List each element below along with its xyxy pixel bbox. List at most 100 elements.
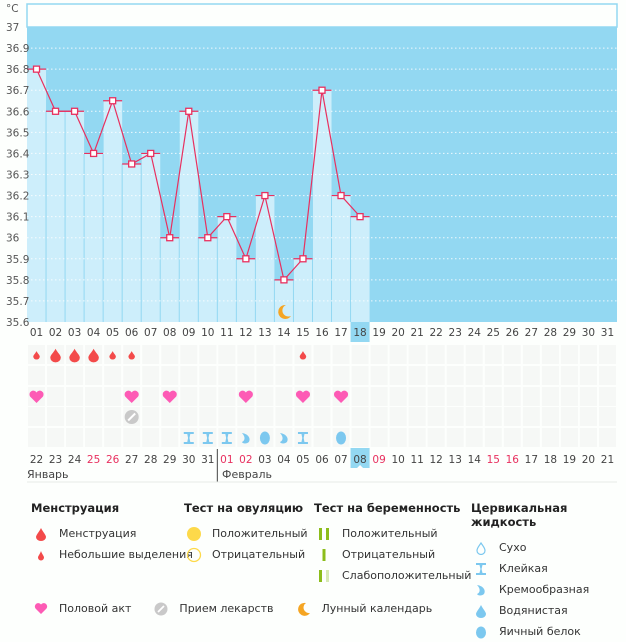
- blood-drop-icon: [88, 348, 99, 363]
- row-cell: [199, 387, 217, 406]
- row-cell: [104, 366, 122, 385]
- date-label: 21: [601, 454, 614, 466]
- x-tick-label: 09: [182, 327, 195, 339]
- row-cell: [256, 366, 274, 385]
- legend-item: Отрицательный: [314, 544, 471, 565]
- data-point: [32, 65, 41, 73]
- sticky-icon: [471, 562, 491, 576]
- legend-title: Цервикальная жидкость: [471, 501, 568, 529]
- row-cell: [142, 428, 160, 447]
- temperature-bar: [350, 216, 370, 322]
- date-label: 06: [315, 454, 329, 466]
- row-cell: [28, 407, 46, 426]
- row-cell: [275, 366, 293, 385]
- date-label: 14: [468, 454, 482, 466]
- row-cell: [313, 345, 331, 364]
- x-tick-label: 18: [353, 327, 366, 339]
- row-cell: [446, 428, 464, 447]
- row-cell: [123, 428, 141, 447]
- row-cell: [427, 428, 445, 447]
- row-cell: [180, 345, 198, 364]
- temperature-bar: [103, 100, 123, 322]
- y-tick-label: 37: [6, 22, 19, 34]
- row-cell: [560, 345, 578, 364]
- temperature-bar: [179, 111, 199, 323]
- x-tick-label: 26: [506, 327, 520, 339]
- x-tick-label: 30: [582, 327, 595, 339]
- date-label: 04: [277, 454, 291, 466]
- x-tick-label: 23: [449, 327, 462, 339]
- date-label: 07: [334, 454, 347, 466]
- x-tick-label: 17: [334, 327, 347, 339]
- date-label: 17: [525, 454, 538, 466]
- data-point: [70, 107, 79, 115]
- current-date-pointer: [357, 465, 364, 468]
- moon-icon: [294, 602, 314, 616]
- blood-drop-icon: [69, 348, 80, 363]
- legend-item: Небольшие выделения: [31, 544, 193, 565]
- pill-stripe: [127, 412, 136, 422]
- temperature-bar: [293, 258, 313, 322]
- x-tick-label: 06: [125, 327, 139, 339]
- y-tick-label: 36.5: [6, 127, 29, 139]
- date-label: 12: [430, 454, 443, 466]
- row-cell: [332, 366, 350, 385]
- date-label: 19: [563, 454, 576, 466]
- temperature-bar: [160, 237, 180, 322]
- row-cell: [465, 428, 483, 447]
- date-label: 10: [391, 454, 404, 466]
- row-cell: [427, 407, 445, 426]
- pill-icon: [151, 602, 171, 616]
- date-label: 26: [106, 454, 120, 466]
- row-cell: [351, 345, 369, 364]
- row-cell: [313, 407, 331, 426]
- x-tick-label: 19: [372, 327, 385, 339]
- egg-white-icon: [336, 431, 347, 445]
- x-tick-label: 01: [30, 327, 43, 339]
- heart-icon: [333, 390, 349, 403]
- row-cell: [484, 428, 502, 447]
- row-cell: [427, 345, 445, 364]
- x-tick-label: 11: [220, 327, 233, 339]
- data-point: [51, 107, 60, 115]
- y-tick-label: 35.8: [6, 275, 29, 287]
- row-cell: [351, 428, 369, 447]
- row-cell: [142, 345, 160, 364]
- date-label: 01: [220, 454, 233, 466]
- row-cell: [256, 407, 274, 426]
- x-tick-label: 25: [487, 327, 500, 339]
- row-cell: [313, 366, 331, 385]
- temperature-bar: [236, 258, 256, 322]
- row-cell: [332, 407, 350, 426]
- y-tick-label: 36.8: [6, 64, 29, 76]
- row-cell: [484, 345, 502, 364]
- x-tick-label: 21: [410, 327, 423, 339]
- row-cell: [256, 345, 274, 364]
- row-cell: [85, 387, 103, 406]
- row-cell: [85, 407, 103, 426]
- legend-item: Лунный календарь: [294, 598, 432, 619]
- sticky-icon: [297, 432, 308, 444]
- data-point: [204, 234, 212, 242]
- heart-icon: [124, 390, 139, 403]
- row-cell: [351, 407, 369, 426]
- sticky-icon: [221, 432, 232, 444]
- heart-icon: [29, 390, 44, 403]
- legend-cervical: Цервикальная жидкость Сухо Клейкая Кремо…: [471, 501, 626, 642]
- temperature-bar: [255, 195, 275, 322]
- small-drop-icon: [31, 549, 51, 561]
- creamy-icon: [241, 433, 250, 444]
- x-tick-label: 07: [144, 327, 157, 339]
- small-drop-icon: [128, 351, 135, 360]
- date-label: 30: [182, 454, 195, 466]
- row-cell: [446, 366, 464, 385]
- row-cell: [541, 366, 559, 385]
- ovulation-positive-icon: [184, 526, 204, 542]
- blood-drop-icon: [50, 348, 61, 363]
- legend-item: Кремообразная: [471, 579, 626, 600]
- row-cell: [237, 366, 255, 385]
- row-cell: [66, 428, 84, 447]
- x-tick-label: 13: [258, 327, 271, 339]
- row-cell: [123, 366, 141, 385]
- x-tick-label: 12: [239, 327, 252, 339]
